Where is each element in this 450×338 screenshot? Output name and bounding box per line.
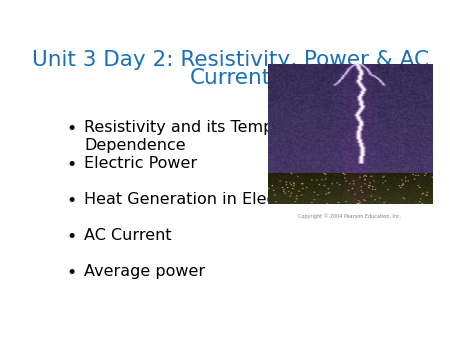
Text: Electric Power: Electric Power bbox=[84, 156, 197, 171]
Text: Unit 3 Day 2: Resistivity, Power & AC: Unit 3 Day 2: Resistivity, Power & AC bbox=[32, 50, 429, 70]
Text: Resistivity and its Temperature
Dependence: Resistivity and its Temperature Dependen… bbox=[84, 120, 333, 153]
Text: •: • bbox=[67, 192, 77, 210]
Text: Copyright © 2004 Pearson Education, Inc.: Copyright © 2004 Pearson Education, Inc. bbox=[298, 213, 401, 219]
Text: Average power: Average power bbox=[84, 264, 205, 279]
Text: Current: Current bbox=[190, 68, 271, 88]
Text: AC Current: AC Current bbox=[84, 228, 172, 243]
Text: •: • bbox=[67, 228, 77, 246]
Text: •: • bbox=[67, 264, 77, 282]
Text: •: • bbox=[67, 120, 77, 138]
Text: •: • bbox=[67, 156, 77, 174]
Text: Heat Generation in Electric Circuits: Heat Generation in Electric Circuits bbox=[84, 192, 367, 207]
